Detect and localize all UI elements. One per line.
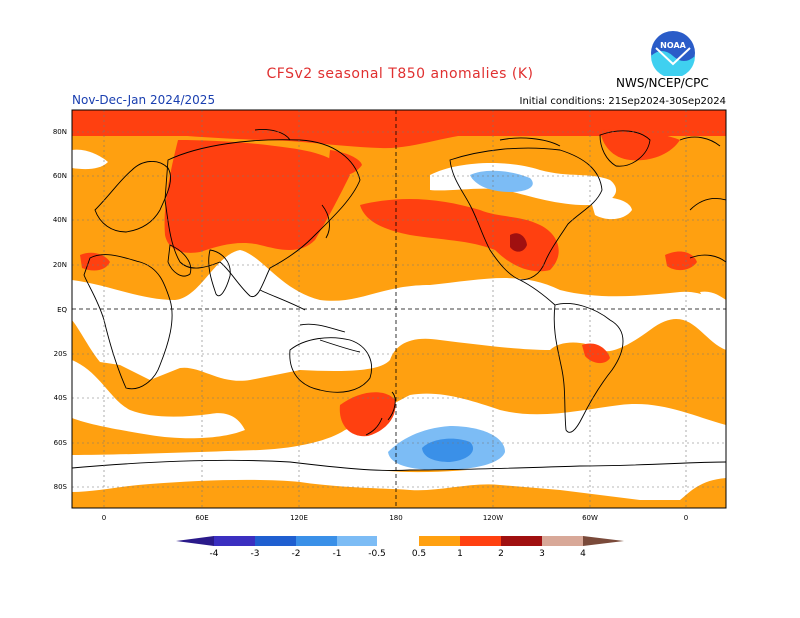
- colorbar-label-4: 4: [580, 549, 586, 559]
- lon-label-60E-1: 60E: [195, 514, 208, 522]
- agency-label: NWS/NCEP/CPC: [616, 76, 709, 90]
- colorbar-seg--2--1: [296, 536, 337, 546]
- colorbar-label--2: -2: [292, 549, 301, 559]
- colorbar-seg-1-2: [460, 536, 501, 546]
- colorbar-seg-lt-4: [176, 536, 214, 546]
- noaa-logo: NOAA: [651, 31, 695, 76]
- colorbar-seg-gt4: [583, 536, 624, 546]
- graticule: [72, 110, 726, 508]
- colorbar-label--3: -3: [251, 549, 260, 559]
- initial-conditions-label: Initial conditions: 21Sep2024-30Sep2024: [519, 96, 727, 107]
- anomaly-field: [72, 110, 726, 508]
- lat-label-80N: 80N: [53, 128, 67, 136]
- colorbar-seg-neutral: [377, 536, 419, 546]
- lat-label-EQ: EQ: [57, 306, 67, 314]
- colorbar-seg--1--0.5: [337, 536, 377, 546]
- lat-label-20N: 20N: [53, 261, 67, 269]
- colorbar-label-1: 1: [457, 549, 463, 559]
- colorbar-label--1: -1: [333, 549, 342, 559]
- coastlines: [72, 129, 726, 471]
- colorbar-label-3: 3: [539, 549, 545, 559]
- colorbar-seg-0.5-1: [419, 536, 460, 546]
- colorbar-label--0.5: -0.5: [368, 549, 386, 559]
- lon-label-120W-4: 120W: [483, 514, 503, 522]
- longitude-labels: 0 60E 120E 180 120W 60W 0: [102, 514, 688, 522]
- logo-text: NOAA: [660, 41, 686, 50]
- season-subtitle: Nov-Dec-Jan 2024/2025: [72, 93, 216, 107]
- equator-dateline: [72, 110, 726, 508]
- lon-label-120E-2: 120E: [290, 514, 308, 522]
- lon-label-0-6: 0: [684, 514, 688, 522]
- lat-label-60N: 60N: [53, 172, 67, 180]
- lat-label-80S: 80S: [54, 483, 68, 491]
- latitude-labels: 80N 60N 40N 20N EQ 20S 40S 60S 80S: [53, 128, 68, 491]
- map-title: CFSv2 seasonal T850 anomalies (K): [266, 66, 534, 82]
- lat-label-40S: 40S: [54, 394, 68, 402]
- colorbar-seg-3-4: [542, 536, 583, 546]
- colorbar: -4 -3 -2 -1 -0.5 0.5 1 2 3 4: [176, 536, 624, 559]
- lat-label-40N: 40N: [53, 216, 67, 224]
- map-frame: [71, 109, 727, 509]
- lon-label-60W-5: 60W: [582, 514, 598, 522]
- lon-label-0-0: 0: [102, 514, 106, 522]
- lat-label-20S: 20S: [54, 350, 68, 358]
- colorbar-label-0.5: 0.5: [412, 549, 426, 559]
- lat-label-60S: 60S: [54, 439, 68, 447]
- lon-label-180-3: 180: [389, 514, 402, 522]
- colorbar-seg--4--3: [214, 536, 255, 546]
- colorbar-seg-2-3: [501, 536, 542, 546]
- colorbar-label--4: -4: [210, 549, 219, 559]
- colorbar-seg--3--2: [255, 536, 296, 546]
- colorbar-label-2: 2: [498, 549, 504, 559]
